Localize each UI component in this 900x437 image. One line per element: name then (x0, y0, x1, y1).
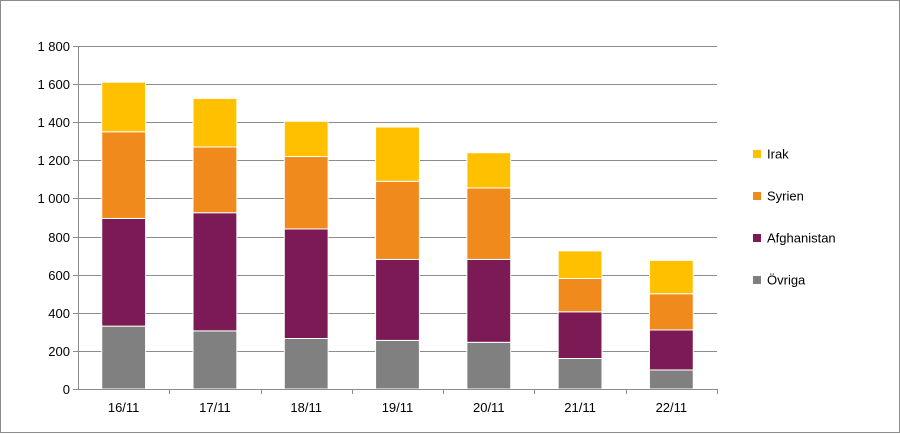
bar-segment (557, 277, 603, 313)
y-tick-label: 200 (48, 344, 70, 359)
legend-swatch (753, 150, 761, 158)
legend-label: Afghanistan (767, 231, 836, 246)
bar-segment (466, 152, 512, 189)
y-tick-label: 0 (63, 382, 70, 397)
bar-segment (466, 258, 512, 343)
bar-segment (375, 258, 420, 341)
x-tick-label: 18/11 (290, 400, 322, 415)
x-tick-label: 16/11 (108, 400, 140, 415)
axes (73, 46, 718, 394)
x-tick-label: 21/11 (564, 400, 596, 415)
y-axis-tick-labels: 0 200 400 600 800 1 000 1 200 1 400 1 600 1 800 (37, 39, 70, 397)
bar-segment (283, 338, 329, 390)
legend-swatch (753, 276, 761, 284)
bar-segment (283, 156, 329, 230)
bar-segment (648, 329, 694, 371)
y-tick-label: 800 (48, 230, 70, 245)
bar-segment (375, 180, 420, 260)
legend: Irak Syrien Afghanistan Övriga (753, 147, 836, 288)
y-tick-label: 1 400 (37, 115, 70, 130)
bar-segment (648, 259, 694, 295)
bar-segment (557, 311, 603, 360)
bar-segment (557, 358, 603, 390)
x-tick-label: 22/11 (656, 400, 688, 415)
bar-segment (192, 97, 238, 148)
bar-segment (375, 339, 420, 390)
legend-swatch (753, 234, 761, 242)
x-tick-label: 17/11 (199, 400, 231, 415)
bar-segment (648, 293, 694, 331)
bar-segment (557, 250, 603, 279)
y-tick-label: 1 800 (37, 39, 70, 54)
legend-label: Syrien (767, 189, 804, 204)
y-tick-label: 1 200 (37, 153, 70, 168)
bar-segment (192, 146, 238, 214)
y-tick-label: 600 (48, 268, 70, 283)
bar-segment (192, 330, 238, 390)
legend-label: Irak (767, 147, 789, 162)
bar-segment (466, 187, 512, 260)
bar-segment (101, 131, 147, 219)
y-tick-label: 1 000 (37, 191, 70, 206)
bar-segment (101, 325, 147, 390)
bar-segment (283, 228, 329, 340)
y-tick-label: 1 600 (37, 77, 70, 92)
bar-segment (101, 81, 147, 133)
x-tick-label: 19/11 (382, 400, 414, 415)
x-tick-label: 20/11 (473, 400, 505, 415)
bar-segment (466, 341, 512, 390)
bar-segment (101, 217, 147, 327)
x-axis-tick-labels: 16/11 17/11 18/11 19/11 20/11 21/11 22/11 (108, 400, 687, 415)
bar-segment (192, 212, 238, 332)
bar-segment (283, 120, 329, 158)
bars (101, 81, 694, 390)
bar-segment (648, 369, 694, 390)
bar-segment (375, 126, 420, 182)
legend-swatch (753, 192, 761, 200)
legend-label: Övriga (767, 273, 806, 288)
y-tick-label: 400 (48, 306, 70, 321)
